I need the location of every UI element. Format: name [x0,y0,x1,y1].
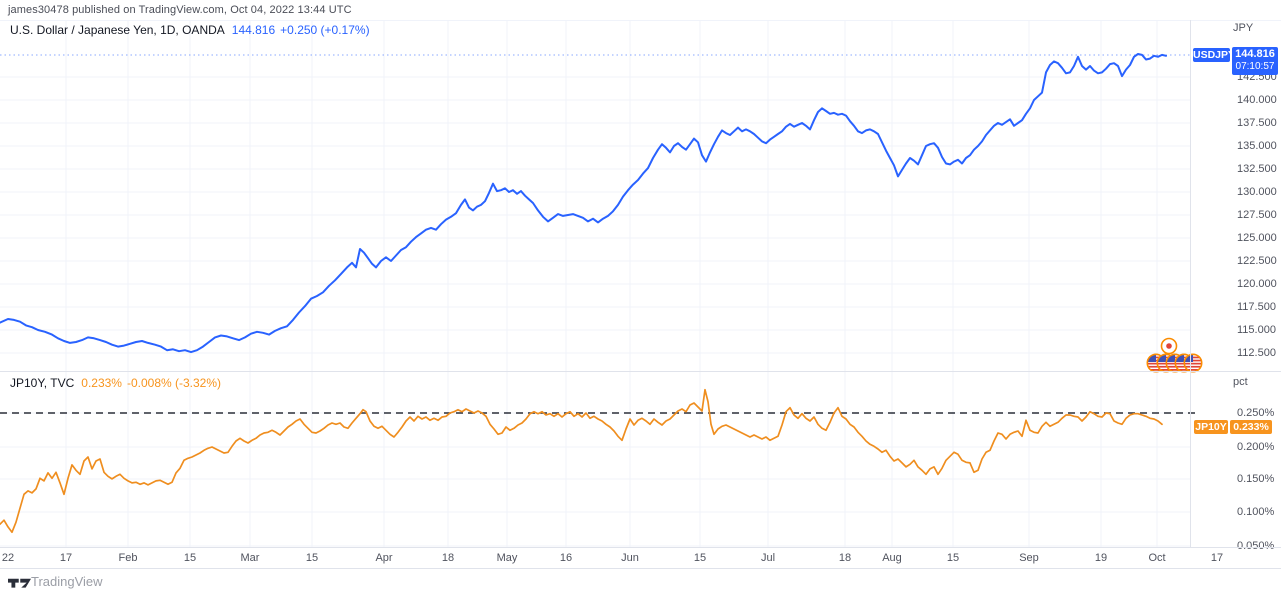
jp10y-last-value: 0.233% [81,376,122,390]
price-axis-label: 0.200% [1237,441,1275,453]
jp10y-last-price-badge: 0.233% [1230,420,1272,434]
time-axis-label: 15 [946,552,960,564]
time-axis-label: 15 [183,552,197,564]
time-axis-label: Aug [882,552,902,564]
jp10y-price-flag: JP10Y [1194,420,1228,434]
tradingview-brand-text[interactable]: TradingView [31,574,103,589]
time-axis-label: 15 [305,552,319,564]
time-axis-label: 16 [559,552,573,564]
time-axis-label: May [496,552,518,564]
price-axis-label: 115.000 [1237,324,1276,336]
time-axis-label: Sep [1019,552,1039,564]
main-pane-legend[interactable]: U.S. Dollar / Japanese Yen, 1D, OANDA 144… [10,23,370,37]
time-axis-label: 17 [1210,552,1224,564]
price-axis-label: 0.250% [1237,407,1275,419]
usdjpy-price-flag: USDJPY [1193,48,1236,62]
attribution-text: james30478 published on TradingView.com,… [8,4,352,16]
tradingview-logo-icon[interactable] [8,575,31,591]
jp10y-symbol-description: JP10Y, TVC [10,376,75,390]
price-axis-divider [1190,20,1191,547]
price-axis-label: 140.000 [1237,94,1277,106]
price-axis-label: 117.500 [1237,301,1276,313]
price-axis-label: 112.500 [1237,347,1276,359]
price-axis-label: 132.500 [1237,163,1277,175]
time-axis-label: Oct [1148,552,1166,564]
event-flag-jp-icon[interactable] [1160,337,1178,355]
time-axis-label: 19 [1094,552,1108,564]
time-axis-label: 15 [693,552,707,564]
price-axis-label: 125.000 [1237,232,1277,244]
lower-pane-legend[interactable]: JP10Y, TVC 0.233% -0.008% (-3.32%) [10,376,221,390]
usdjpy-line-series[interactable] [0,53,1167,354]
event-flag-us-icon[interactable] [1183,353,1203,373]
time-axis-label: 17 [59,552,73,564]
symbol-description: U.S. Dollar / Japanese Yen, 1D, OANDA [10,23,225,37]
usdjpy-bar-countdown: 07:10:57 [1235,61,1275,72]
price-axis-label: 122.500 [1237,255,1277,267]
last-price: 144.816 [231,23,276,37]
time-axis-label: Apr [375,552,393,564]
header-divider [0,20,1281,21]
footer-divider [0,568,1281,569]
time-axis-label: Jun [621,552,639,564]
price-axis-label: 135.000 [1237,140,1277,152]
usdjpy-last-price-badge: 144.816 07:10:57 [1232,47,1278,75]
time-axis-label: 22 [1,552,15,564]
time-axis-label: Mar [240,552,260,564]
price-axis-label: 0.100% [1237,506,1275,518]
price-axis-label: 127.500 [1237,209,1277,221]
price-change: +0.250 (+0.17%) [280,23,370,37]
price-axis-unit-jpy: JPY [1233,22,1254,34]
price-axis-unit-pct: pct [1233,376,1248,388]
time-axis-divider [0,547,1281,548]
jp10y-change: -0.008% (-3.32%) [126,376,222,390]
time-axis-label: Feb [118,552,138,564]
time-axis-label: Jul [760,552,776,564]
price-axis-label: 0.150% [1237,473,1275,485]
price-axis-label: 0.050% [1237,540,1275,552]
price-axis-label: 130.000 [1237,186,1277,198]
price-axis-label: 120.000 [1237,278,1277,290]
jp10y-line-series[interactable] [0,388,1163,534]
pane-separator[interactable] [0,371,1281,372]
usdjpy-last-price-value: 144.816 [1235,48,1275,60]
price-axis-label: 137.500 [1237,117,1277,129]
time-axis-label: 18 [441,552,455,564]
time-axis-label: 18 [838,552,852,564]
